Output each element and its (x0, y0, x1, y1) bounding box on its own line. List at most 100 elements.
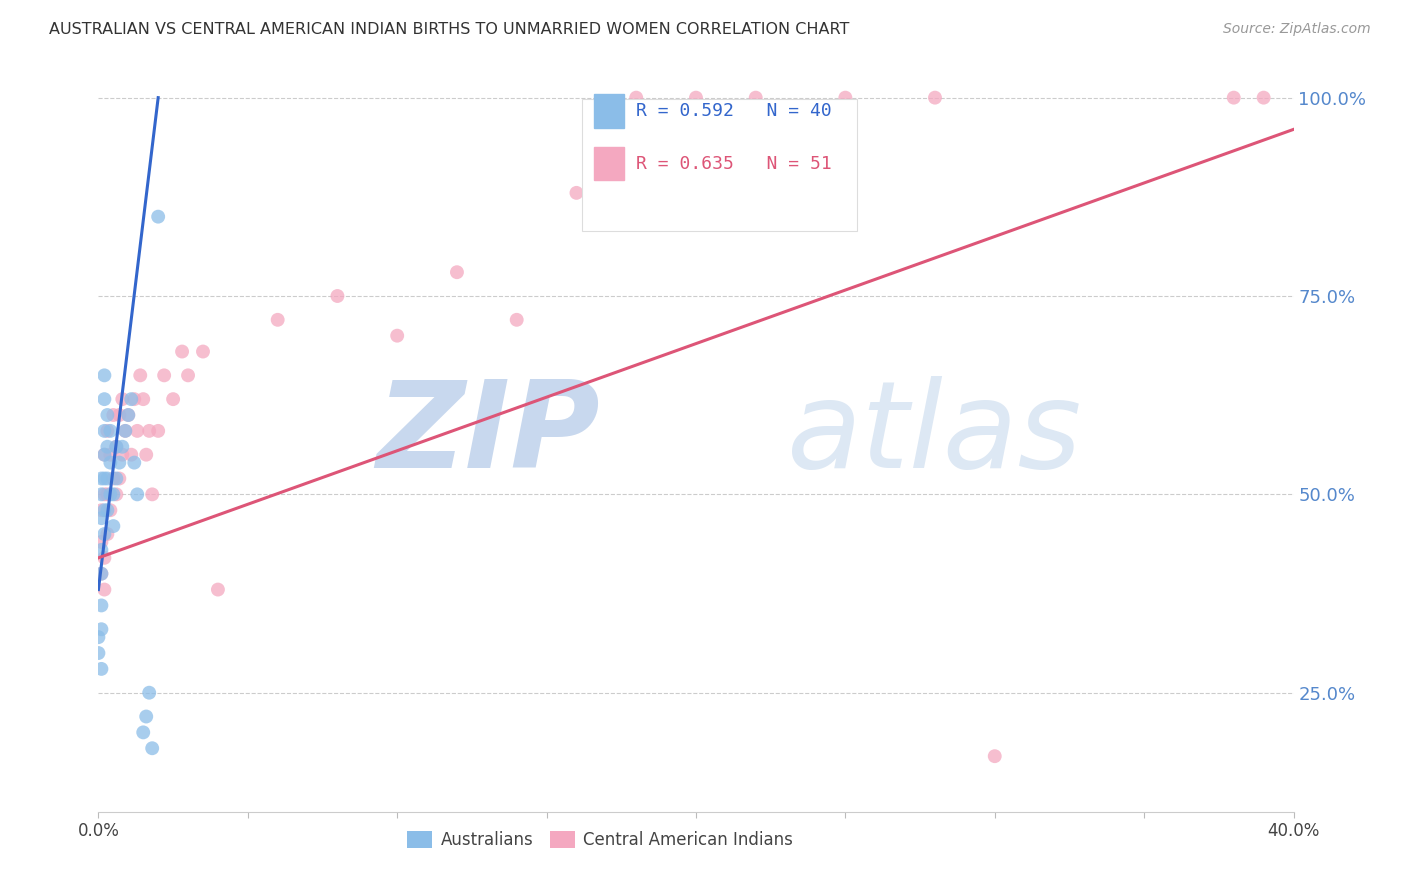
Point (626, 90, 648, 104)
FancyBboxPatch shape (582, 99, 858, 231)
Point (138, 424, 160, 438)
Point (90, 542, 112, 557)
Point (90, 503, 112, 517)
Point (103, 519, 125, 533)
Point (93, 527, 115, 541)
Point (96, 408, 118, 422)
Point (105, 440, 128, 454)
Point (105, 487, 128, 501)
Bar (595, 146, 624, 180)
Point (87, 630, 110, 644)
Point (745, 90, 768, 104)
Text: ZIP: ZIP (377, 376, 600, 493)
Point (114, 424, 136, 438)
Point (90, 599, 112, 613)
Point (1223, 90, 1246, 104)
Point (96, 424, 118, 438)
Point (105, 440, 128, 454)
Point (93, 503, 115, 517)
Point (177, 368, 200, 383)
Point (90, 535, 112, 549)
Point (132, 392, 155, 406)
Point (148, 210, 170, 224)
Point (135, 709, 157, 723)
Point (207, 582, 229, 597)
Point (98, 424, 122, 438)
Point (103, 408, 125, 422)
Point (191, 344, 214, 359)
Text: atlas: atlas (787, 376, 1083, 493)
Point (87, 646, 110, 660)
Point (127, 487, 149, 501)
Point (111, 392, 134, 406)
Point (90, 511, 112, 525)
Point (1253, 90, 1275, 104)
Point (103, 471, 125, 485)
Point (103, 487, 125, 501)
Point (93, 368, 115, 383)
Point (834, 90, 856, 104)
Point (98, 503, 122, 517)
Point (120, 392, 142, 406)
Point (141, 487, 163, 501)
Point (108, 408, 131, 422)
Point (685, 90, 707, 104)
Point (90, 471, 112, 485)
Point (172, 344, 194, 359)
Point (385, 328, 409, 343)
Text: Source: ZipAtlas.com: Source: ZipAtlas.com (1223, 22, 1371, 37)
Point (565, 186, 588, 200)
Point (96, 487, 118, 501)
Point (135, 448, 157, 462)
Point (93, 487, 115, 501)
Point (124, 456, 146, 470)
Text: R = 0.592   N = 40: R = 0.592 N = 40 (637, 102, 832, 120)
Point (90, 662, 112, 676)
Point (127, 424, 149, 438)
Point (108, 456, 131, 470)
Point (506, 313, 529, 327)
Point (93, 424, 115, 438)
Point (96, 503, 118, 517)
Point (326, 289, 349, 303)
Point (93, 448, 115, 462)
Point (141, 741, 163, 756)
Point (984, 749, 1007, 764)
Point (90, 622, 112, 636)
Point (120, 448, 142, 462)
Bar (595, 94, 624, 128)
Point (93, 582, 115, 597)
Point (90, 487, 112, 501)
Point (96, 471, 118, 485)
Point (90, 566, 112, 581)
Point (129, 368, 152, 383)
Point (924, 90, 946, 104)
Point (90, 566, 112, 581)
Point (138, 686, 160, 700)
Point (108, 471, 131, 485)
Point (105, 471, 128, 485)
Point (111, 440, 134, 454)
Point (93, 471, 115, 485)
Point (153, 368, 176, 383)
Point (111, 448, 134, 462)
Point (93, 392, 115, 406)
Point (117, 408, 139, 422)
Point (162, 392, 184, 406)
Point (114, 424, 136, 438)
Point (98, 487, 122, 501)
Point (96, 527, 118, 541)
Point (93, 448, 115, 462)
Point (96, 440, 118, 454)
Point (98, 456, 122, 470)
Point (117, 408, 139, 422)
Text: AUSTRALIAN VS CENTRAL AMERICAN INDIAN BIRTHS TO UNMARRIED WOMEN CORRELATION CHAR: AUSTRALIAN VS CENTRAL AMERICAN INDIAN BI… (49, 22, 849, 37)
Point (98, 448, 122, 462)
Point (93, 550, 115, 565)
Point (446, 265, 468, 279)
Legend: Australians, Central American Indians: Australians, Central American Indians (401, 824, 800, 856)
Point (132, 725, 155, 739)
Point (148, 424, 170, 438)
Point (267, 313, 290, 327)
Point (124, 392, 146, 406)
